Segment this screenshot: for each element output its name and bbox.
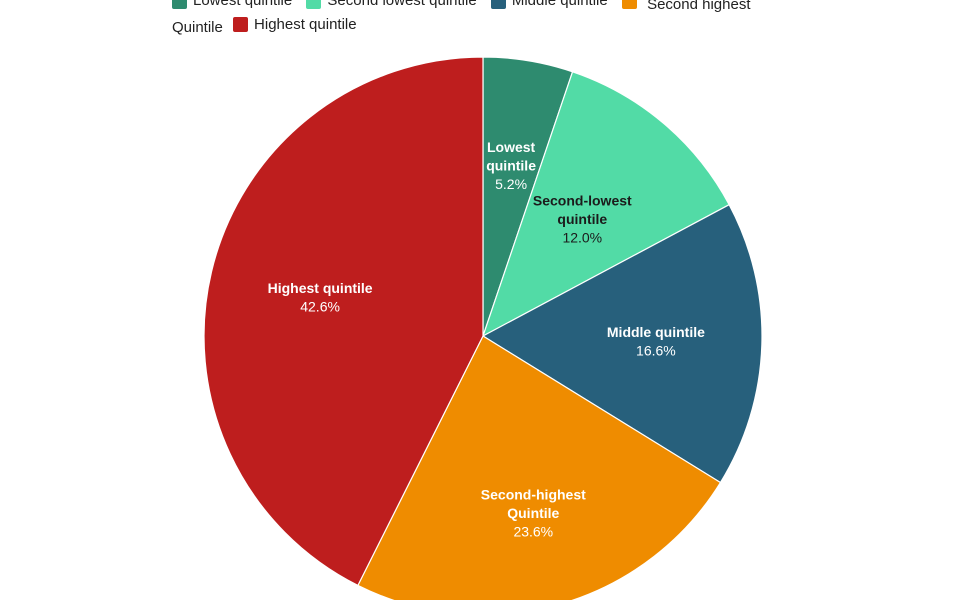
slice-label-value: 5.2% bbox=[495, 176, 527, 192]
legend-swatch bbox=[233, 17, 249, 32]
slice-label-highest: Highest quintile 42.6% bbox=[268, 280, 373, 315]
legend-item-middle[interactable]: Middle quintile bbox=[490, 0, 608, 11]
slice-label-value: 42.6% bbox=[300, 299, 340, 315]
slice-label-name: Highest quintile bbox=[268, 280, 373, 296]
legend-item-second-highest[interactable]: Second highest Quintile bbox=[172, 0, 751, 36]
slice-label-name: quintile bbox=[557, 211, 607, 227]
pie-slice-middle[interactable] bbox=[481, 203, 763, 484]
legend-item-second-lowest[interactable]: Second lowest quintile bbox=[306, 0, 477, 11]
legend-item-highest[interactable]: Highest quintile bbox=[233, 15, 357, 35]
slice-label-second-lowest: Second-lowest quintile 12.0% bbox=[533, 193, 632, 246]
slice-label-name: Middle quintile bbox=[607, 324, 705, 340]
legend-item-lowest[interactable]: Lowest quintile bbox=[172, 0, 292, 11]
legend-label: Lowest quintile bbox=[193, 0, 293, 9]
slice-label-value: 12.0% bbox=[562, 230, 602, 246]
slice-label-name: quintile bbox=[486, 157, 536, 173]
slice-label-name: Lowest bbox=[487, 139, 536, 155]
legend-swatch bbox=[621, 0, 637, 9]
legend-swatch bbox=[172, 0, 187, 9]
pie-slice-highest[interactable] bbox=[203, 56, 484, 587]
pie-slice-second-highest[interactable] bbox=[357, 335, 722, 600]
legend-swatch bbox=[306, 0, 322, 9]
legend-label: Second highest Quintile bbox=[172, 0, 751, 36]
slice-label-name: Quintile bbox=[507, 505, 559, 521]
legend-label: Second lowest quintile bbox=[327, 0, 477, 9]
legend-label: Highest quintile bbox=[254, 15, 357, 33]
slice-label-name: Second-lowest bbox=[533, 193, 632, 209]
legend-swatch bbox=[490, 0, 506, 9]
slice-label-value: 16.6% bbox=[636, 343, 676, 359]
slice-label-name: Second-highest bbox=[481, 487, 586, 503]
legend-label: Middle quintile bbox=[511, 0, 608, 9]
pie-slice-second-lowest[interactable] bbox=[481, 70, 730, 338]
slice-label-lowest: Lowest quintile 5.2% bbox=[486, 139, 536, 192]
slice-label-second-highest: Second-highest Quintile 23.6% bbox=[481, 487, 586, 540]
slice-label-middle: Middle quintile 16.6% bbox=[607, 324, 705, 359]
legend: Lowest quintile Second lowest quintile M… bbox=[172, 0, 792, 38]
slice-label-value: 23.6% bbox=[513, 524, 553, 540]
